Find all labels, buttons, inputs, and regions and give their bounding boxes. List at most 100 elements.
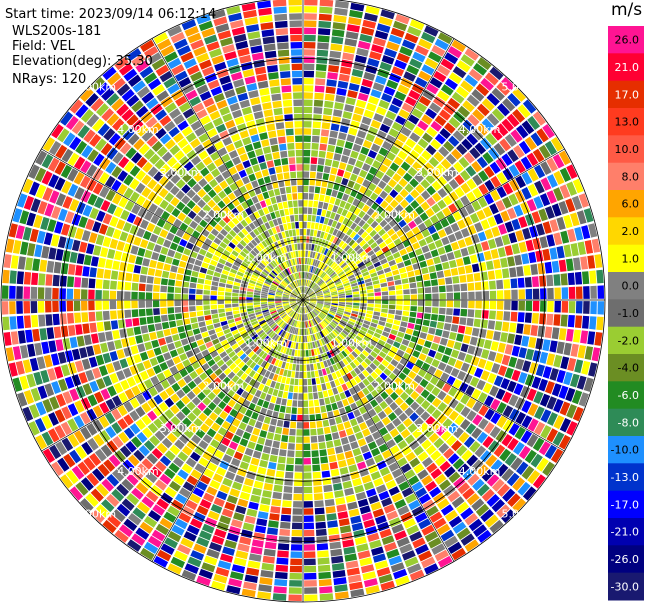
velocity-gate <box>181 294 189 300</box>
velocity-gate <box>270 310 277 315</box>
velocity-gate <box>345 164 354 173</box>
velocity-gate <box>394 279 402 285</box>
velocity-gate <box>395 115 407 126</box>
velocity-gate <box>340 155 349 164</box>
velocity-gate <box>345 356 352 364</box>
velocity-gate <box>319 216 325 224</box>
velocity-gate <box>403 300 410 306</box>
velocity-gate <box>332 387 339 395</box>
velocity-gate <box>329 285 336 290</box>
velocity-gate <box>532 111 546 126</box>
velocity-gate <box>365 434 374 444</box>
velocity-gate <box>300 286 303 293</box>
velocity-gate <box>291 537 303 544</box>
velocity-gate <box>425 300 432 307</box>
velocity-gate <box>443 406 454 417</box>
velocity-gate <box>218 287 225 292</box>
velocity-gate <box>313 478 322 486</box>
velocity-gate <box>304 587 318 594</box>
velocity-gate <box>183 58 197 69</box>
velocity-gate <box>371 318 379 324</box>
velocity-gate <box>154 323 163 331</box>
velocity-gate <box>339 466 349 475</box>
velocity-gate <box>352 198 360 207</box>
velocity-gate <box>207 246 216 254</box>
velocity-gate <box>284 324 289 331</box>
velocity-gate <box>373 477 384 487</box>
velocity-gate <box>139 239 149 249</box>
velocity-gate <box>107 72 122 86</box>
velocity-gate <box>354 216 362 225</box>
velocity-gate <box>85 493 99 507</box>
velocity-gate <box>240 372 248 381</box>
velocity-gate <box>390 199 399 209</box>
velocity-gate <box>98 415 110 428</box>
velocity-gate <box>454 199 464 210</box>
velocity-gate <box>552 154 565 169</box>
velocity-gate <box>366 102 377 112</box>
velocity-gate <box>472 478 485 491</box>
velocity-gate <box>375 170 385 180</box>
velocity-gate <box>318 201 324 209</box>
velocity-gate <box>314 507 325 515</box>
velocity-gate <box>250 97 261 106</box>
velocity-gate <box>379 61 392 72</box>
velocity-gate <box>313 392 319 400</box>
velocity-gate <box>466 454 479 467</box>
velocity-gate <box>366 217 375 225</box>
velocity-gate <box>174 70 188 82</box>
velocity-gate <box>90 488 104 502</box>
velocity-gate <box>136 463 149 476</box>
velocity-gate <box>392 324 400 331</box>
velocity-gate <box>438 314 446 322</box>
velocity-gate <box>272 260 278 267</box>
velocity-gate <box>165 203 175 214</box>
velocity-gate <box>353 182 361 191</box>
velocity-gate <box>435 263 443 272</box>
velocity-gate <box>351 340 358 348</box>
velocity-gate <box>217 304 225 309</box>
velocity-gate <box>316 208 322 216</box>
velocity-gate <box>155 523 170 536</box>
velocity-gate <box>9 270 17 284</box>
velocity-gate <box>230 268 238 274</box>
velocity-gate <box>213 497 225 507</box>
velocity-gate <box>143 440 155 452</box>
velocity-gate <box>271 270 278 276</box>
velocity-gate <box>482 382 493 394</box>
velocity-gate <box>228 166 238 176</box>
velocity-gate <box>60 111 74 126</box>
velocity-gate <box>272 593 287 601</box>
velocity-gate <box>126 263 135 273</box>
velocity-gate <box>103 459 116 472</box>
velocity-gate <box>269 287 277 291</box>
velocity-gate <box>98 172 110 185</box>
velocity-gate <box>182 312 190 319</box>
velocity-gate <box>221 82 234 92</box>
velocity-gate <box>187 210 197 220</box>
velocity-gate <box>310 428 317 436</box>
velocity-gate <box>190 138 201 149</box>
velocity-gate <box>348 83 360 92</box>
velocity-gate <box>313 318 319 325</box>
velocity-gate <box>312 471 321 479</box>
velocity-gate <box>62 391 73 404</box>
velocity-gate <box>277 390 284 398</box>
velocity-gate <box>219 241 228 249</box>
velocity-gate <box>324 294 331 297</box>
velocity-gate <box>444 347 453 356</box>
velocity-gate <box>527 403 539 417</box>
velocity-gate <box>398 109 410 119</box>
velocity-gate <box>322 307 329 312</box>
velocity-gate <box>378 363 386 372</box>
velocity-gate <box>372 233 381 241</box>
velocity-gate <box>261 29 275 38</box>
velocity-gate <box>297 400 303 407</box>
velocity-gate <box>288 207 294 215</box>
velocity-gate <box>203 295 210 300</box>
velocity-gate <box>228 272 236 278</box>
velocity-gate <box>359 239 367 247</box>
velocity-gate <box>375 420 385 430</box>
velocity-gate <box>370 447 381 457</box>
velocity-gate <box>133 138 145 151</box>
